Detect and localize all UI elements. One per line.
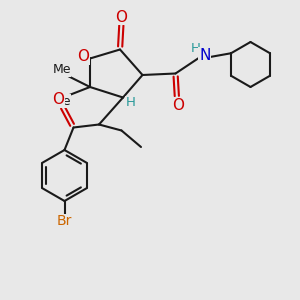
Text: Me: Me [52, 94, 71, 108]
Text: H: H [126, 96, 135, 110]
Text: O: O [116, 10, 128, 25]
Text: O: O [77, 50, 89, 64]
Text: Br: Br [57, 214, 72, 228]
Text: O: O [172, 98, 184, 112]
Text: H: H [191, 42, 201, 56]
Text: N: N [199, 48, 211, 63]
Text: O: O [52, 92, 64, 106]
Text: Me: Me [52, 63, 71, 76]
